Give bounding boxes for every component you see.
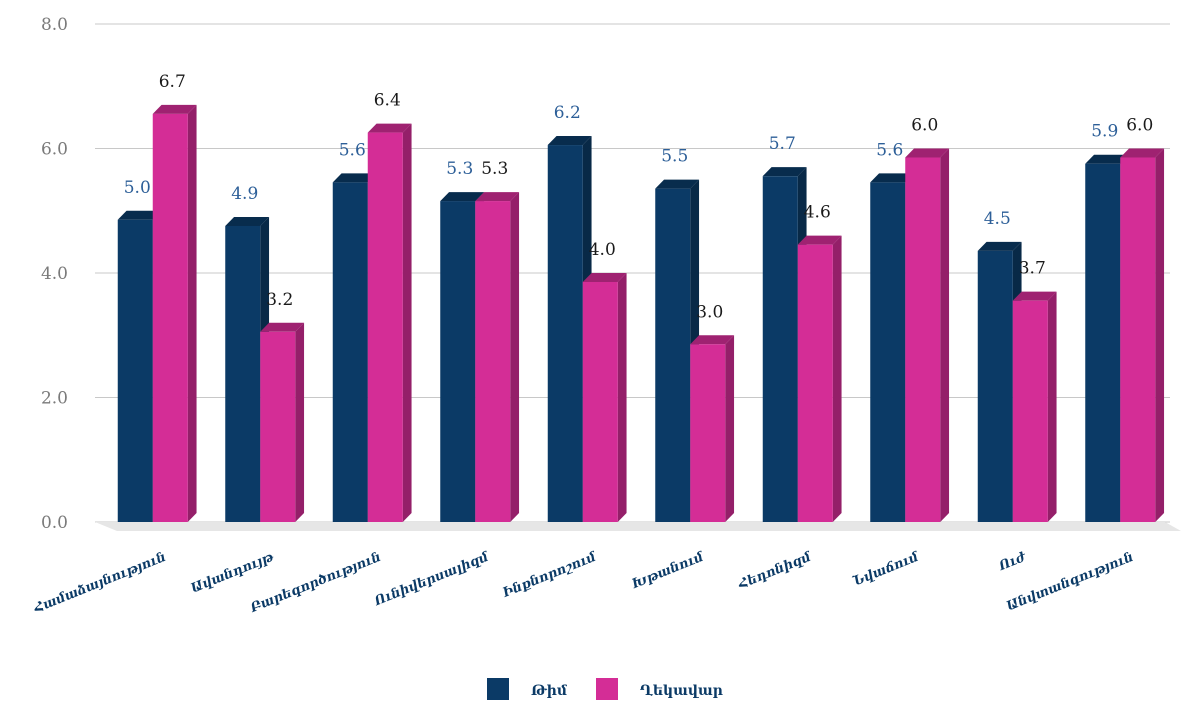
bar-leader (582, 273, 627, 522)
x-category-label: Համաձայնություն (31, 550, 168, 617)
y-axis: 0.0 2.0 4.0 6.0 8.0 (41, 15, 68, 533)
bar-leader (905, 148, 950, 522)
bar-leader (475, 192, 520, 522)
bar-leader (367, 123, 412, 522)
legend-label-team: Թիմ (531, 683, 568, 699)
y-tick-label: 2.0 (41, 389, 68, 409)
legend: Թիմ Ղեկավար (487, 678, 723, 700)
bar-leader (1120, 148, 1165, 522)
data-label: 6.2 (554, 103, 581, 123)
data-labels: 5.0 6.7 4.9 3.2 5.6 6.4 5.3 5.3 6.2 4.0 5.5 3.0 5.7 4… (124, 72, 1154, 322)
y-tick-label: 6.0 (41, 140, 68, 160)
bar-leader (797, 235, 842, 522)
x-category-label: Ուժ (996, 549, 1029, 574)
data-label: 5.3 (446, 159, 473, 179)
data-label: 5.6 (339, 140, 366, 160)
chart-floor (95, 522, 1181, 531)
data-label: 3.0 (696, 302, 723, 322)
data-label: 5.7 (769, 134, 796, 154)
data-label: 4.5 (984, 209, 1011, 229)
bars (117, 104, 1165, 523)
bar-leader (152, 104, 197, 523)
bar-leader (1012, 291, 1057, 522)
legend-swatch-team (487, 678, 509, 700)
data-label: 4.6 (804, 203, 831, 223)
data-label: 5.6 (876, 140, 903, 160)
data-label: 5.5 (661, 147, 688, 167)
data-label: 6.0 (911, 116, 938, 136)
data-label: 3.7 (1019, 259, 1046, 279)
x-category-label: Ինքնորոշում (500, 549, 600, 601)
legend-swatch-leader (596, 678, 618, 700)
data-label: 4.9 (231, 184, 258, 204)
x-category-label: Հեդոնիզմ (735, 549, 814, 593)
data-label: 5.9 (1091, 122, 1118, 142)
data-label: 5.0 (124, 178, 151, 198)
x-category-label: Ունիվերսալիզմ (372, 549, 493, 609)
y-tick-label: 0.0 (41, 513, 68, 533)
bar-leader (260, 322, 305, 522)
data-label: 5.3 (481, 159, 508, 179)
x-category-label: Նվաճում (851, 549, 923, 590)
floor-plane (95, 522, 1181, 531)
legend-label-leader: Ղեկավար (640, 683, 723, 699)
data-label: 6.7 (159, 72, 186, 92)
y-tick-label: 8.0 (41, 15, 68, 35)
x-axis: Համաձայնություն ԱվանդույթԲարեգործությունՈ… (31, 549, 1136, 617)
data-label: 3.2 (266, 290, 293, 310)
bar-leader (690, 335, 735, 522)
data-label: 6.4 (374, 91, 401, 111)
data-label: 4.0 (589, 240, 616, 260)
x-category-label: Խթանում (629, 549, 707, 592)
data-label: 6.0 (1126, 116, 1153, 136)
x-category-label: Ավանդույթ (189, 549, 277, 596)
y-tick-label: 4.0 (41, 264, 68, 284)
